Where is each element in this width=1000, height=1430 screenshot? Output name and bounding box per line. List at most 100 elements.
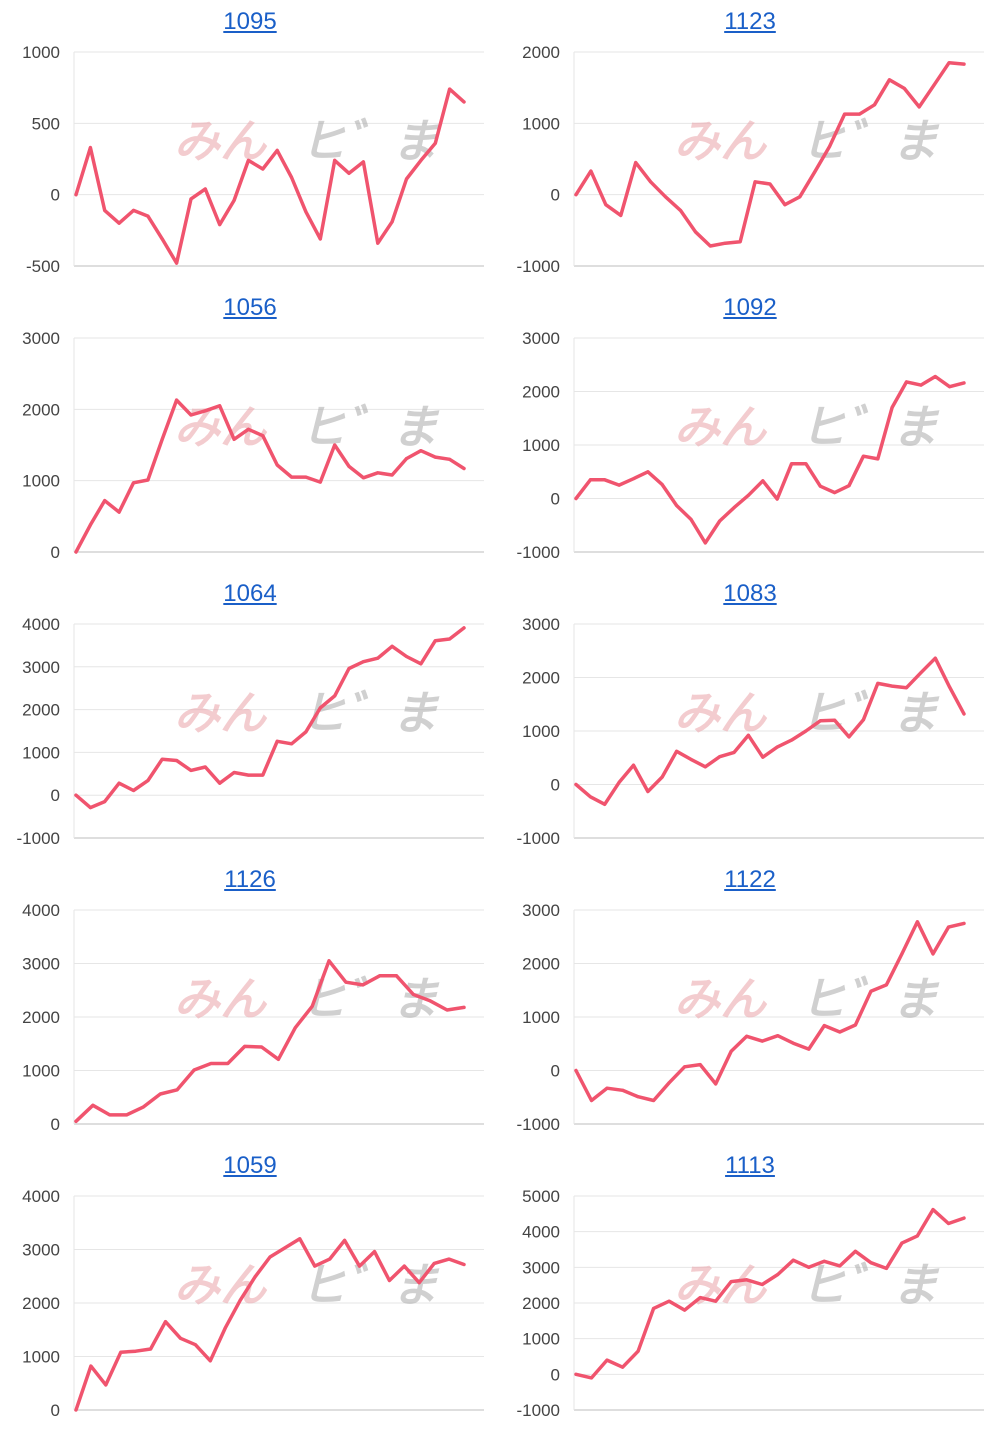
data-point	[146, 214, 150, 218]
chart-title-link[interactable]: 1059	[223, 1152, 277, 1179]
data-point	[776, 1034, 780, 1038]
data-point	[428, 999, 432, 1003]
y-tick-label: 2000	[22, 701, 60, 720]
line-chart: 0 1000 2000 3000 4000 みん ヒ゛ま	[22, 1187, 484, 1420]
series-line	[574, 1207, 966, 1380]
data-point	[776, 1272, 780, 1276]
data-point	[462, 1005, 466, 1009]
y-tick-label: 0	[51, 1401, 60, 1420]
watermark: みん ヒ゛ま	[674, 400, 940, 454]
data-point	[887, 78, 891, 82]
data-point	[818, 484, 822, 488]
watermark: みん ヒ゛ま	[174, 972, 440, 1026]
data-point	[226, 1062, 230, 1066]
data-point	[804, 729, 808, 733]
data-point	[617, 780, 621, 784]
chart-panel-1064: 1064 -1000 0 1000 2000 3000 4000 みん ヒ゛ま	[0, 572, 500, 858]
data-point	[729, 1049, 733, 1053]
data-point	[88, 523, 92, 527]
watermark-left-text: みん	[674, 686, 768, 740]
chart-title-link[interactable]: 1122	[724, 866, 776, 893]
data-point	[372, 1250, 376, 1254]
y-tick-label: 1000	[22, 43, 60, 62]
data-point	[783, 203, 787, 207]
data-point	[838, 1030, 842, 1034]
watermark: みん ヒ゛ま	[674, 972, 940, 1026]
data-point	[915, 1234, 919, 1238]
chart-panel-1092: 1092 -1000 0 1000 2000 3000 みん ヒ゛ま	[500, 286, 1000, 572]
watermark: みん ヒ゛ま	[674, 114, 940, 168]
chart-title-link[interactable]: 1123	[724, 8, 776, 35]
data-point	[433, 639, 437, 643]
data-point	[260, 1045, 264, 1049]
data-point	[223, 1326, 227, 1330]
data-point	[146, 478, 150, 482]
data-point	[703, 541, 707, 545]
data-point	[175, 1088, 179, 1092]
watermark-right-text: ヒ゛ま	[800, 972, 940, 1026]
data-point	[462, 626, 466, 630]
data-point	[189, 413, 193, 417]
watermark-left-text: みん	[174, 972, 268, 1026]
chart-panel-1113: 1113 -1000 0 1000 2000 3000 4000 5000 みん ヒ゛ま	[500, 1144, 1000, 1430]
data-point	[919, 383, 923, 387]
chart-title-link[interactable]: 1083	[723, 580, 777, 607]
data-point	[293, 1026, 297, 1030]
data-point	[395, 974, 399, 978]
chart-panel-1123: 1123 -1000 0 1000 2000 みん ヒ゛ま	[500, 0, 1000, 286]
data-point	[310, 1004, 314, 1008]
data-point	[683, 1065, 687, 1069]
data-point	[131, 481, 135, 485]
y-tick-label: 4000	[22, 901, 60, 920]
y-tick-label: 1000	[22, 1062, 60, 1081]
chart-title-link[interactable]: 1064	[223, 580, 277, 607]
data-point	[574, 497, 578, 500]
data-point	[900, 1241, 904, 1245]
data-point	[703, 765, 707, 769]
data-point	[761, 479, 765, 483]
data-point	[746, 733, 750, 737]
data-point	[175, 398, 179, 402]
y-tick-label: 2000	[522, 955, 560, 974]
chart-title-link[interactable]: 1056	[223, 294, 277, 321]
data-point	[847, 735, 851, 739]
data-point	[333, 694, 337, 698]
series-line	[74, 87, 466, 265]
data-point	[88, 806, 92, 810]
chart-title-link[interactable]: 1092	[723, 294, 777, 321]
data-point	[462, 100, 466, 104]
data-point	[275, 463, 279, 467]
data-point	[189, 768, 193, 772]
watermark-left-text: みん	[674, 972, 768, 1026]
chart-title-link[interactable]: 1113	[725, 1152, 775, 1179]
y-tick-label: 1000	[522, 1008, 560, 1027]
watermark-right-text: ヒ゛ま	[300, 1258, 440, 1312]
line-chart: -1000 0 1000 2000 みん ヒ゛ま	[517, 43, 984, 276]
data-point	[318, 480, 322, 484]
data-point	[946, 1221, 950, 1225]
line-chart: -1000 0 1000 2000 3000 みん ヒ゛ま	[517, 329, 984, 562]
series-line	[574, 374, 966, 545]
y-tick-label: 0	[51, 1115, 60, 1134]
chart-title-link[interactable]: 1095	[223, 8, 277, 35]
y-tick-label: 2000	[22, 1008, 60, 1027]
data-point	[698, 1063, 702, 1067]
data-point	[962, 712, 966, 716]
data-point	[822, 1259, 826, 1263]
chart-title-link[interactable]: 1126	[224, 866, 276, 893]
data-point	[917, 105, 921, 109]
watermark: みん ヒ゛ま	[174, 114, 440, 168]
line-chart: -1000 0 1000 2000 3000 4000 5000 みん ヒ゛ま	[517, 1187, 984, 1420]
watermark-left-text: みん	[174, 114, 268, 168]
data-point	[378, 974, 382, 978]
line-chart: -1000 0 1000 2000 3000 みん ヒ゛ま	[517, 615, 984, 848]
y-tick-label: 2000	[522, 1294, 560, 1313]
data-point	[828, 144, 832, 148]
data-point	[304, 210, 308, 214]
data-point	[432, 1261, 436, 1265]
data-point	[664, 195, 668, 199]
data-point	[189, 197, 193, 201]
data-point	[768, 182, 772, 186]
series-line	[574, 920, 966, 1103]
data-point	[884, 983, 888, 987]
